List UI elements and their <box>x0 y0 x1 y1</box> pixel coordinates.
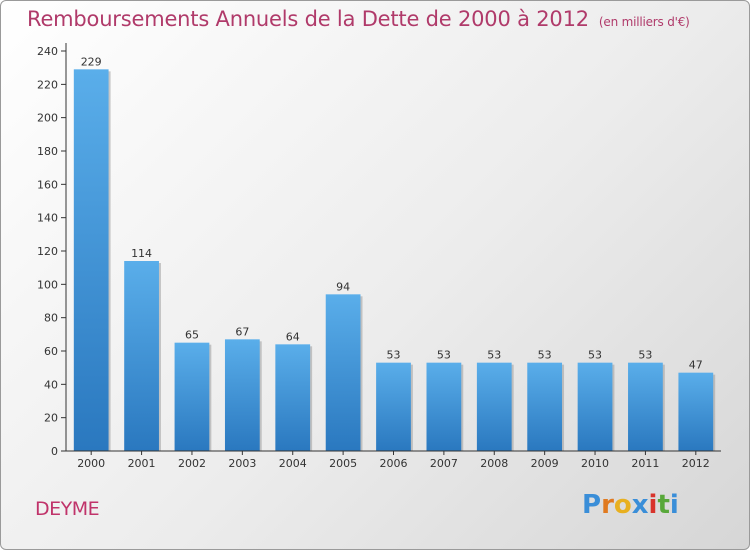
bar-value-label: 53 <box>437 349 451 362</box>
bar-value-label: 53 <box>538 349 552 362</box>
logo-letter: i <box>648 490 658 520</box>
bar <box>577 362 613 451</box>
x-tick-label: 2001 <box>128 457 156 470</box>
y-axis: 0 20 40 60 80 100 120 140 160 180 200 220 240 <box>37 43 67 458</box>
bar-value-label: 67 <box>235 325 249 338</box>
bar <box>476 362 512 451</box>
x-tick-label: 2008 <box>480 457 508 470</box>
bar-value-label: 53 <box>638 349 652 362</box>
x-tick-label: 2010 <box>581 457 609 470</box>
bar-value-label: 64 <box>286 330 300 343</box>
bar-value-label: 53 <box>588 349 602 362</box>
commune-name: DEYME <box>35 498 100 520</box>
bars: 229 114 65 67 64 94 53 53 53 53 53 53 47 <box>73 55 716 451</box>
x-tick-label: 2000 <box>77 457 105 470</box>
bar-value-label: 47 <box>689 359 703 372</box>
y-tick-label: 40 <box>44 378 58 391</box>
x-tick-label: 2011 <box>631 457 659 470</box>
y-tick-label: 240 <box>37 45 58 58</box>
y-tick-label: 60 <box>44 345 58 358</box>
bar-value-label: 53 <box>487 349 501 362</box>
bar <box>124 261 159 451</box>
bar <box>628 362 663 451</box>
logo-letter: x <box>631 490 649 520</box>
y-tick-label: 160 <box>37 178 58 191</box>
logo-letter: i <box>669 490 679 520</box>
x-tick-label: 2009 <box>531 457 559 470</box>
bar <box>275 344 311 451</box>
y-tick-label: 200 <box>37 112 58 125</box>
x-tick-label: 2007 <box>430 457 458 470</box>
logo-letter: P <box>582 490 602 520</box>
x-tick-label: 2002 <box>178 457 206 470</box>
chart-title-text: Remboursements Annuels de la Dette de 20… <box>27 7 589 31</box>
x-tick-label: 2005 <box>329 457 357 470</box>
bar-value-label: 65 <box>185 329 199 342</box>
bar <box>376 362 411 451</box>
chart-title: Remboursements Annuels de la Dette de 20… <box>27 7 690 31</box>
x-tick-label: 2003 <box>228 457 256 470</box>
y-tick-label: 0 <box>51 445 58 458</box>
y-tick-label: 120 <box>37 245 58 258</box>
y-tick-label: 140 <box>37 212 58 225</box>
bar-value-label: 53 <box>387 349 401 362</box>
y-tick-label: 220 <box>37 78 58 91</box>
logo-letter: t <box>657 490 670 520</box>
x-tick-label: 2012 <box>682 457 710 470</box>
proxiti-logo: Proxiti <box>582 490 679 520</box>
bar <box>73 69 109 451</box>
chart-subtitle: (en milliers d'€) <box>598 15 690 29</box>
bar <box>224 339 260 451</box>
bar-value-label: 94 <box>336 280 350 293</box>
bar <box>678 372 714 451</box>
y-tick-label: 20 <box>44 412 58 425</box>
bar <box>174 342 210 451</box>
bar-value-label: 229 <box>81 55 102 68</box>
bar <box>325 294 361 451</box>
bar-value-label: 114 <box>131 247 152 260</box>
y-tick-label: 80 <box>44 312 58 325</box>
logo-letter: r <box>601 490 614 520</box>
bar <box>527 362 563 451</box>
logo-letter: o <box>613 490 632 520</box>
y-tick-label: 100 <box>37 278 58 291</box>
x-axis: 2000 2001 2002 2003 2004 2005 2006 2007 2008 2009… <box>66 450 721 470</box>
y-tick-label: 180 <box>37 145 58 158</box>
x-tick-label: 2006 <box>380 457 408 470</box>
x-tick-label: 2004 <box>279 457 307 470</box>
bar <box>426 362 462 451</box>
